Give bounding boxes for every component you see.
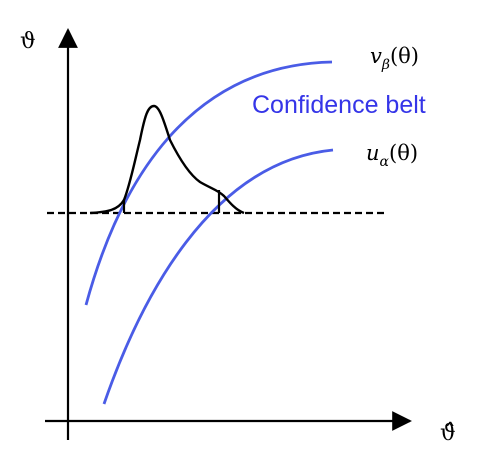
lower-belt-curve (102, 148, 334, 405)
upper-curve-label: vβ(θ) (370, 44, 419, 73)
x-axis-label: ϑ̂ (440, 421, 456, 446)
y-axis-label: ϑ (20, 29, 36, 54)
lower-curve-label: uα(θ) (366, 141, 418, 170)
confidence-belt-title: Confidence belt (252, 91, 426, 119)
probability-distribution-curve (89, 104, 245, 215)
